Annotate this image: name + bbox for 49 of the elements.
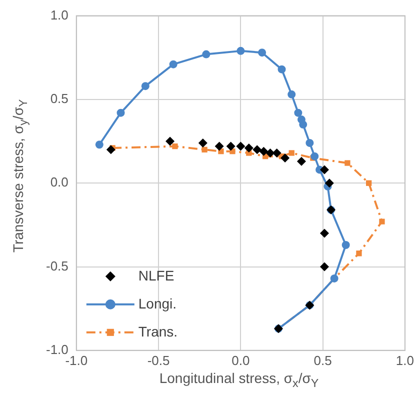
point (280, 154, 290, 163)
legend-label: Longi. (138, 295, 177, 312)
point (202, 146, 208, 152)
point (342, 241, 350, 249)
x-tick-label: 0.5 (314, 352, 332, 368)
point (356, 250, 362, 256)
point (324, 178, 334, 188)
x-tick-label: 0.0 (232, 352, 250, 368)
point (266, 148, 275, 158)
x-tick-label: -0.5 (147, 352, 170, 368)
point (106, 145, 116, 154)
y-tick-label: 1.0 (50, 7, 68, 22)
point (236, 142, 246, 151)
point (278, 65, 286, 74)
y-tick-label: 0.5 (50, 91, 68, 106)
point (198, 138, 208, 148)
point (166, 136, 175, 146)
point (379, 218, 385, 224)
point (172, 143, 178, 150)
point (141, 82, 150, 90)
point (294, 108, 302, 117)
point (214, 142, 224, 151)
point (320, 228, 329, 238)
point (288, 150, 294, 156)
legend-label: NLFE (138, 267, 174, 284)
point (259, 146, 268, 156)
point (320, 262, 329, 272)
point (244, 143, 254, 152)
y-tick-label: -0.5 (46, 258, 68, 274)
point (344, 160, 350, 166)
point (236, 46, 245, 55)
point (306, 138, 314, 147)
point (95, 140, 104, 149)
point (226, 142, 236, 151)
point (116, 108, 125, 117)
legend-label: Trans. (138, 323, 178, 340)
x-axis-title: Longitudinal stress, σ$_{x}$/σ$_{Y}$ (158, 370, 320, 390)
y-tick-label: 0.0 (50, 174, 68, 190)
point (202, 50, 210, 58)
point (320, 165, 329, 174)
point (258, 48, 266, 57)
point (310, 152, 319, 160)
x-tick-label: 1.0 (396, 352, 414, 368)
point (288, 90, 296, 98)
point (299, 120, 308, 129)
point (366, 180, 372, 186)
point (252, 145, 262, 154)
point (296, 156, 306, 166)
point (169, 60, 178, 68)
